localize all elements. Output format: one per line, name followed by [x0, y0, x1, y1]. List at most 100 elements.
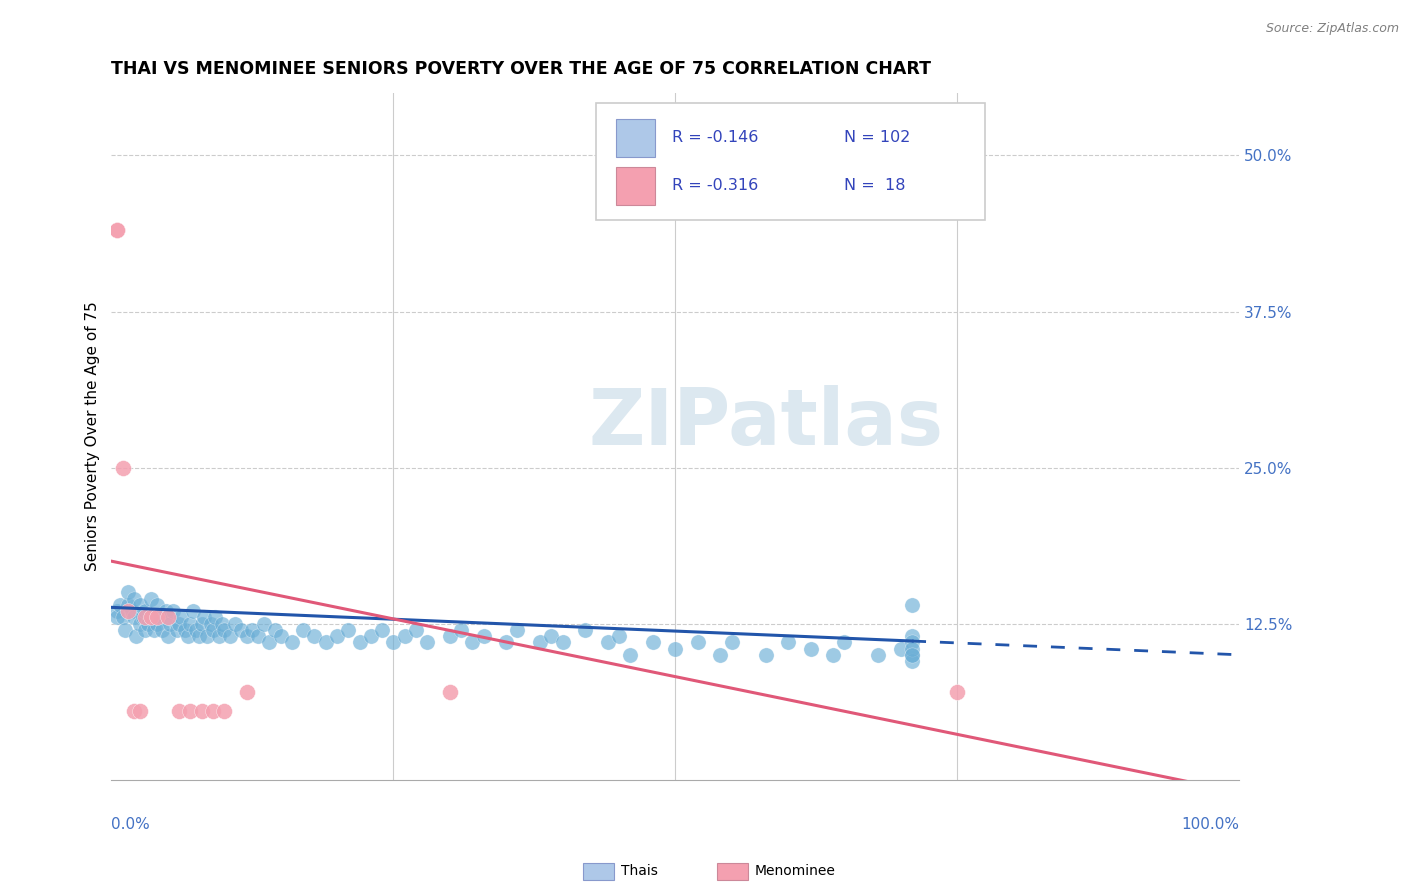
Point — [128, 598, 150, 612]
Point — [360, 629, 382, 643]
Point — [105, 610, 128, 624]
Point — [607, 629, 630, 643]
Point — [506, 623, 529, 637]
Point — [901, 598, 924, 612]
Point — [201, 623, 224, 637]
Point — [125, 629, 148, 643]
Point — [139, 610, 162, 624]
Point — [292, 623, 315, 637]
Point — [641, 635, 664, 649]
Point — [540, 629, 562, 643]
Point — [901, 648, 924, 662]
Point — [224, 616, 246, 631]
Text: 100.0%: 100.0% — [1181, 817, 1239, 832]
Point — [901, 641, 924, 656]
Point — [720, 635, 742, 649]
Point — [139, 610, 162, 624]
Point — [134, 623, 156, 637]
Point — [145, 616, 167, 631]
Point — [901, 629, 924, 643]
Point — [122, 704, 145, 718]
Point — [170, 610, 193, 624]
FancyBboxPatch shape — [616, 119, 655, 157]
Point — [212, 623, 235, 637]
Point — [416, 635, 439, 649]
Point — [156, 629, 179, 643]
Point — [201, 704, 224, 718]
Point — [105, 223, 128, 237]
Point — [167, 616, 190, 631]
Text: N =  18: N = 18 — [845, 178, 905, 194]
Point — [159, 616, 181, 631]
Point — [754, 648, 776, 662]
Text: THAI VS MENOMINEE SENIORS POVERTY OVER THE AGE OF 75 CORRELATION CHART: THAI VS MENOMINEE SENIORS POVERTY OVER T… — [111, 60, 931, 78]
Text: R = -0.316: R = -0.316 — [672, 178, 758, 194]
Point — [394, 629, 416, 643]
Point — [190, 704, 212, 718]
Point — [596, 635, 619, 649]
Point — [264, 623, 287, 637]
Point — [315, 635, 337, 649]
Point — [218, 629, 240, 643]
Point — [901, 648, 924, 662]
Point — [195, 629, 218, 643]
Point — [450, 623, 472, 637]
Point — [371, 623, 394, 637]
Point — [117, 604, 139, 618]
Point — [128, 616, 150, 631]
Point — [229, 623, 252, 637]
Point — [111, 610, 134, 624]
Point — [574, 623, 596, 637]
Point — [150, 623, 173, 637]
Point — [709, 648, 731, 662]
Point — [270, 629, 292, 643]
Point — [823, 648, 845, 662]
Point — [439, 685, 461, 699]
Point — [193, 610, 215, 624]
Point — [253, 616, 276, 631]
Point — [664, 641, 686, 656]
Point — [326, 629, 349, 643]
Text: 0.0%: 0.0% — [111, 817, 150, 832]
Point — [184, 623, 207, 637]
Point — [890, 641, 912, 656]
Point — [177, 629, 200, 643]
Text: R = -0.146: R = -0.146 — [672, 130, 758, 145]
Point — [156, 610, 179, 624]
Point — [901, 635, 924, 649]
Point — [337, 623, 360, 637]
Point — [211, 616, 233, 631]
FancyBboxPatch shape — [616, 167, 655, 204]
Point — [188, 629, 211, 643]
Y-axis label: Seniors Poverty Over the Age of 75: Seniors Poverty Over the Age of 75 — [86, 301, 100, 571]
Text: Source: ZipAtlas.com: Source: ZipAtlas.com — [1265, 22, 1399, 36]
Point — [800, 641, 823, 656]
Text: Thais: Thais — [621, 864, 658, 879]
Point — [405, 623, 427, 637]
Point — [439, 629, 461, 643]
Point — [143, 623, 166, 637]
Point — [121, 604, 143, 618]
Point — [242, 623, 264, 637]
Point — [472, 629, 495, 643]
Point — [304, 629, 326, 643]
Point — [619, 648, 641, 662]
Point — [105, 223, 128, 237]
Point — [495, 635, 517, 649]
Point — [166, 623, 188, 637]
Point — [134, 610, 156, 624]
Point — [200, 616, 222, 631]
Point — [235, 685, 257, 699]
Point — [461, 635, 484, 649]
Point — [105, 604, 128, 618]
Point — [686, 635, 709, 649]
Point — [901, 654, 924, 668]
Point — [529, 635, 551, 649]
Text: Menominee: Menominee — [755, 864, 837, 879]
Point — [110, 598, 132, 612]
Point — [778, 635, 800, 649]
Point — [139, 591, 162, 606]
Point — [134, 604, 156, 618]
Point — [190, 616, 212, 631]
Point — [259, 635, 281, 649]
